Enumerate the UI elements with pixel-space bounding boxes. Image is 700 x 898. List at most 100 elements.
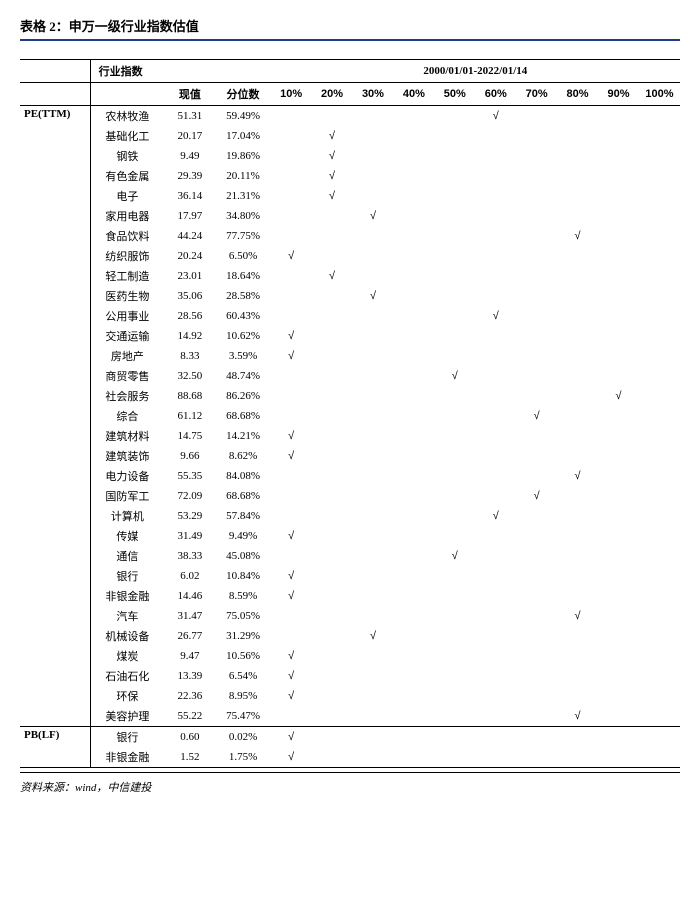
decile-cell [353, 146, 394, 166]
col-header-decile-9: 90% [598, 83, 639, 106]
table-row: PE(TTM)农林牧渔51.3159.49%√ [20, 106, 680, 127]
decile-cell [475, 266, 516, 286]
decile-cell [639, 266, 680, 286]
decile-cell [271, 146, 312, 166]
decile-cell [598, 606, 639, 626]
table-row: 社会服务88.6886.26%√ [20, 386, 680, 406]
table-row: 综合61.1268.68%√ [20, 406, 680, 426]
decile-cell [393, 606, 434, 626]
percentile-value: 21.31% [215, 186, 270, 206]
decile-cell [434, 446, 475, 466]
industry-name: 建筑装饰 [90, 446, 164, 466]
current-value: 20.17 [164, 126, 215, 146]
decile-cell [271, 266, 312, 286]
decile-mark: √ [271, 686, 312, 706]
decile-cell [434, 106, 475, 127]
percentile-value: 8.95% [215, 686, 270, 706]
table-row: 非银金融14.468.59%√ [20, 586, 680, 606]
decile-cell [598, 186, 639, 206]
industry-name: 传媒 [90, 526, 164, 546]
decile-mark: √ [271, 727, 312, 748]
decile-cell [598, 406, 639, 426]
decile-cell [557, 146, 598, 166]
industry-name: 家用电器 [90, 206, 164, 226]
decile-mark: √ [353, 206, 394, 226]
decile-cell [516, 226, 557, 246]
decile-cell [557, 426, 598, 446]
industry-name: 基础化工 [90, 126, 164, 146]
decile-cell [557, 686, 598, 706]
decile-cell [434, 206, 475, 226]
decile-cell [271, 706, 312, 727]
percentile-value: 68.68% [215, 486, 270, 506]
header-row-2: 现值分位数10%20%30%40%50%60%70%80%90%100% [20, 83, 680, 106]
decile-cell [393, 466, 434, 486]
current-value: 9.49 [164, 146, 215, 166]
decile-cell [312, 466, 353, 486]
decile-cell [557, 546, 598, 566]
decile-cell [393, 186, 434, 206]
decile-cell [557, 747, 598, 768]
current-value: 44.24 [164, 226, 215, 246]
decile-cell [353, 706, 394, 727]
decile-cell [312, 606, 353, 626]
data-source: 资料来源：wind，中信建投 [20, 779, 680, 795]
current-value: 0.60 [164, 727, 215, 748]
decile-cell [516, 166, 557, 186]
decile-cell [557, 306, 598, 326]
decile-cell [639, 406, 680, 426]
decile-cell [598, 166, 639, 186]
current-value: 51.31 [164, 106, 215, 127]
decile-cell [434, 266, 475, 286]
table-row: 环保22.368.95%√ [20, 686, 680, 706]
decile-cell [516, 366, 557, 386]
decile-cell [598, 686, 639, 706]
decile-cell [312, 646, 353, 666]
decile-cell [475, 566, 516, 586]
decile-cell [393, 747, 434, 768]
decile-cell [639, 686, 680, 706]
decile-cell [312, 727, 353, 748]
decile-cell [434, 166, 475, 186]
table-row: 食品饮料44.2477.75%√ [20, 226, 680, 246]
industry-name: 食品饮料 [90, 226, 164, 246]
industry-name: 银行 [90, 566, 164, 586]
current-value: 28.56 [164, 306, 215, 326]
percentile-value: 84.08% [215, 466, 270, 486]
decile-cell [557, 506, 598, 526]
col-header-decile-10: 100% [639, 83, 680, 106]
decile-cell [639, 526, 680, 546]
decile-cell [271, 606, 312, 626]
decile-cell [312, 506, 353, 526]
industry-name: 通信 [90, 546, 164, 566]
decile-cell [639, 146, 680, 166]
decile-cell [557, 626, 598, 646]
table-row: 轻工制造23.0118.64%√ [20, 266, 680, 286]
percentile-value: 8.62% [215, 446, 270, 466]
decile-cell [393, 166, 434, 186]
decile-cell [353, 606, 394, 626]
industry-name: 建筑材料 [90, 426, 164, 446]
title-rule [20, 39, 680, 41]
percentile-value: 28.58% [215, 286, 270, 306]
table-row: 基础化工20.1717.04%√ [20, 126, 680, 146]
percentile-value: 18.64% [215, 266, 270, 286]
decile-cell [598, 346, 639, 366]
decile-cell [434, 686, 475, 706]
percentile-value: 77.75% [215, 226, 270, 246]
decile-cell [516, 466, 557, 486]
decile-cell [393, 526, 434, 546]
current-value: 31.49 [164, 526, 215, 546]
decile-cell [598, 526, 639, 546]
decile-cell [475, 727, 516, 748]
decile-cell [312, 306, 353, 326]
decile-cell [516, 246, 557, 266]
decile-cell [434, 566, 475, 586]
current-value: 31.47 [164, 606, 215, 626]
decile-cell [639, 566, 680, 586]
decile-cell [393, 386, 434, 406]
decile-cell [516, 386, 557, 406]
percentile-value: 60.43% [215, 306, 270, 326]
industry-name: 机械设备 [90, 626, 164, 646]
decile-cell [312, 406, 353, 426]
